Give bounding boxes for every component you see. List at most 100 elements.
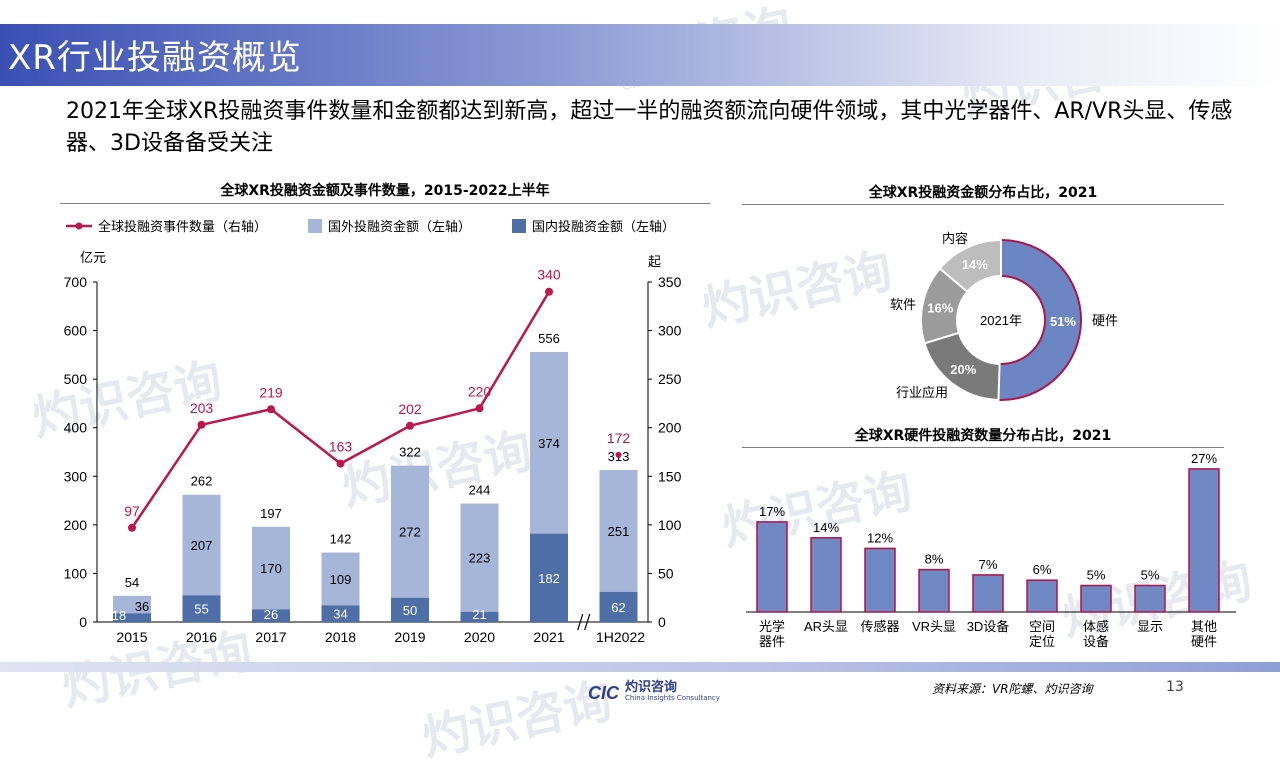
series-point-label: 202 xyxy=(398,401,422,417)
bar-foreign-label: 207 xyxy=(191,538,213,553)
donut-slice-label: 16% xyxy=(927,301,953,316)
bar-domestic xyxy=(530,533,568,622)
legend-foreign-label: 国外投融资金额（左轴） xyxy=(328,220,472,235)
legend-foreign-swatch xyxy=(308,218,322,233)
series-point xyxy=(615,451,622,458)
page-number: 13 xyxy=(1166,679,1184,695)
bar-total-label: 197 xyxy=(260,506,282,521)
right-tick-label: 300 xyxy=(658,323,682,339)
bar-domestic-label: 34 xyxy=(333,607,347,622)
hardware-bar xyxy=(1080,584,1112,613)
donut-slice-label: 14% xyxy=(962,257,988,272)
legend-line: 全球投融资事件数量（右轴） xyxy=(66,216,267,235)
right-tick-label: 350 xyxy=(658,274,682,290)
bar-domestic-label: 18 xyxy=(112,608,126,623)
divider xyxy=(60,203,710,204)
footer-band xyxy=(0,662,1280,672)
hardware-bar-label: 12% xyxy=(867,530,893,545)
legend-domestic-swatch xyxy=(512,218,526,233)
footer-logo: CIC 灼识咨询 China Insights Consultancy xyxy=(588,680,720,704)
donut-slice xyxy=(997,238,1082,401)
x-tick-label: 2016 xyxy=(186,629,217,645)
hardware-category-label: 3D设备 xyxy=(967,619,1010,634)
bar-foreign-label: 223 xyxy=(469,551,491,566)
hardware-bar xyxy=(756,521,788,613)
left-tick-label: 0 xyxy=(79,614,87,630)
page-subtitle: 2021年全球XR投融资事件数量和金额都达到新高，超过一半的融资额流向硬件领域，… xyxy=(66,99,1233,156)
donut-label-industry: 行业应用 xyxy=(896,385,948,400)
left-chart-title: 全球XR投融资金额及事件数量，2015-2022上半年 xyxy=(220,183,550,199)
legend-foreign: 国外投融资金额（左轴） xyxy=(308,216,471,235)
title-bar: XR行业投融资概览 xyxy=(0,24,1280,86)
series-point-label: 219 xyxy=(259,384,283,400)
bar-foreign-label: 109 xyxy=(330,572,352,587)
hardware-bar xyxy=(918,568,950,613)
legend-line-label: 全球投融资事件数量（右轴） xyxy=(98,220,268,235)
axis-break xyxy=(584,613,591,631)
x-tick-label: 1H2022 xyxy=(596,629,645,645)
hardware-bar-label: 17% xyxy=(759,504,785,519)
logo-cn: 灼识咨询 xyxy=(625,680,678,695)
divider xyxy=(742,204,1224,205)
series-point xyxy=(267,405,275,414)
bar-foreign xyxy=(599,469,638,592)
hardware-bar-label: 27% xyxy=(1191,452,1217,466)
source-note: 资料来源：VR陀螺、灼识咨询 xyxy=(932,682,1093,696)
series-point-label: 163 xyxy=(329,439,353,455)
series-point-label: 97 xyxy=(124,503,140,519)
donut-slice xyxy=(938,238,1002,294)
donut-chart: 51% 20% 16% 14% 2021年 硬件 行业应用 软件 内容 xyxy=(890,231,1118,401)
bar-domestic xyxy=(321,605,360,622)
bar-foreign xyxy=(182,494,221,596)
right-bottom-chart-title: 全球XR硬件投融资数量分布占比，2021 xyxy=(854,428,1112,444)
axis-break xyxy=(577,613,584,631)
bar-total-label: 244 xyxy=(469,482,491,497)
hardware-bar xyxy=(810,537,842,613)
bar-total-label: 142 xyxy=(330,532,352,547)
bar-foreign xyxy=(391,465,429,598)
bar-domestic-label: 50 xyxy=(403,603,417,618)
hardware-category-label: 体感 xyxy=(1083,619,1109,634)
hardware-bar xyxy=(1026,579,1058,613)
bar-domestic-label: 62 xyxy=(611,600,625,615)
hardware-category-label: 硬件 xyxy=(1191,634,1217,649)
hardware-category-label: 空间 xyxy=(1029,619,1055,634)
x-tick-label: 2019 xyxy=(394,629,425,645)
legend-line-marker xyxy=(66,222,92,229)
legend-domestic: 国内投融资金额（左轴） xyxy=(512,216,675,235)
x-tick-label: 2017 xyxy=(255,629,286,645)
hardware-category-label: 器件 xyxy=(759,634,785,649)
left-tick-label: 100 xyxy=(64,565,88,581)
left-axis-unit: 亿元 xyxy=(80,250,106,265)
bar-foreign-label: 251 xyxy=(608,524,630,539)
series-point xyxy=(336,459,345,468)
hardware-category-label: 传感器 xyxy=(860,619,899,634)
bar-foreign xyxy=(460,503,499,612)
hardware-bar xyxy=(1188,468,1220,613)
donut-slice-label: 20% xyxy=(950,362,976,377)
right-tick-label: 50 xyxy=(658,565,674,581)
bar-foreign-label: 170 xyxy=(260,561,282,576)
right-tick-label: 150 xyxy=(658,468,682,484)
bar-foreign xyxy=(530,351,568,534)
right-tick-label: 200 xyxy=(658,420,682,436)
divider xyxy=(742,447,1224,448)
hardware-bar xyxy=(864,547,896,613)
donut-center-label: 2021年 xyxy=(980,313,1022,328)
donut-label-hardware: 硬件 xyxy=(1092,313,1118,328)
series-point-label: 172 xyxy=(607,430,631,446)
left-tick-label: 200 xyxy=(64,517,88,533)
left-tick-label: 600 xyxy=(64,323,88,339)
donut-slice-label: 51% xyxy=(1050,314,1076,329)
bar-domestic xyxy=(460,611,499,622)
bar-domestic xyxy=(113,613,151,622)
bar-total-label: 556 xyxy=(538,331,560,346)
bar-total-label: 54 xyxy=(125,575,139,590)
bar-foreign xyxy=(252,526,290,610)
series-point xyxy=(545,287,553,296)
left-tick-label: 700 xyxy=(64,274,88,290)
series-point xyxy=(475,404,484,413)
left-tick-label: 400 xyxy=(64,420,88,436)
hardware-bar-label: 5% xyxy=(1087,568,1106,583)
